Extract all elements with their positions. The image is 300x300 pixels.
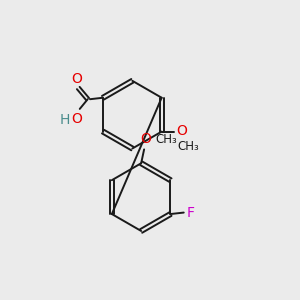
- Text: O: O: [140, 133, 151, 146]
- Text: O: O: [72, 112, 83, 126]
- Text: F: F: [187, 206, 195, 220]
- Text: CH₃: CH₃: [178, 140, 200, 153]
- Text: O: O: [72, 72, 83, 86]
- Text: CH₃: CH₃: [155, 134, 177, 146]
- Text: O: O: [176, 124, 187, 138]
- Text: H: H: [60, 113, 70, 127]
